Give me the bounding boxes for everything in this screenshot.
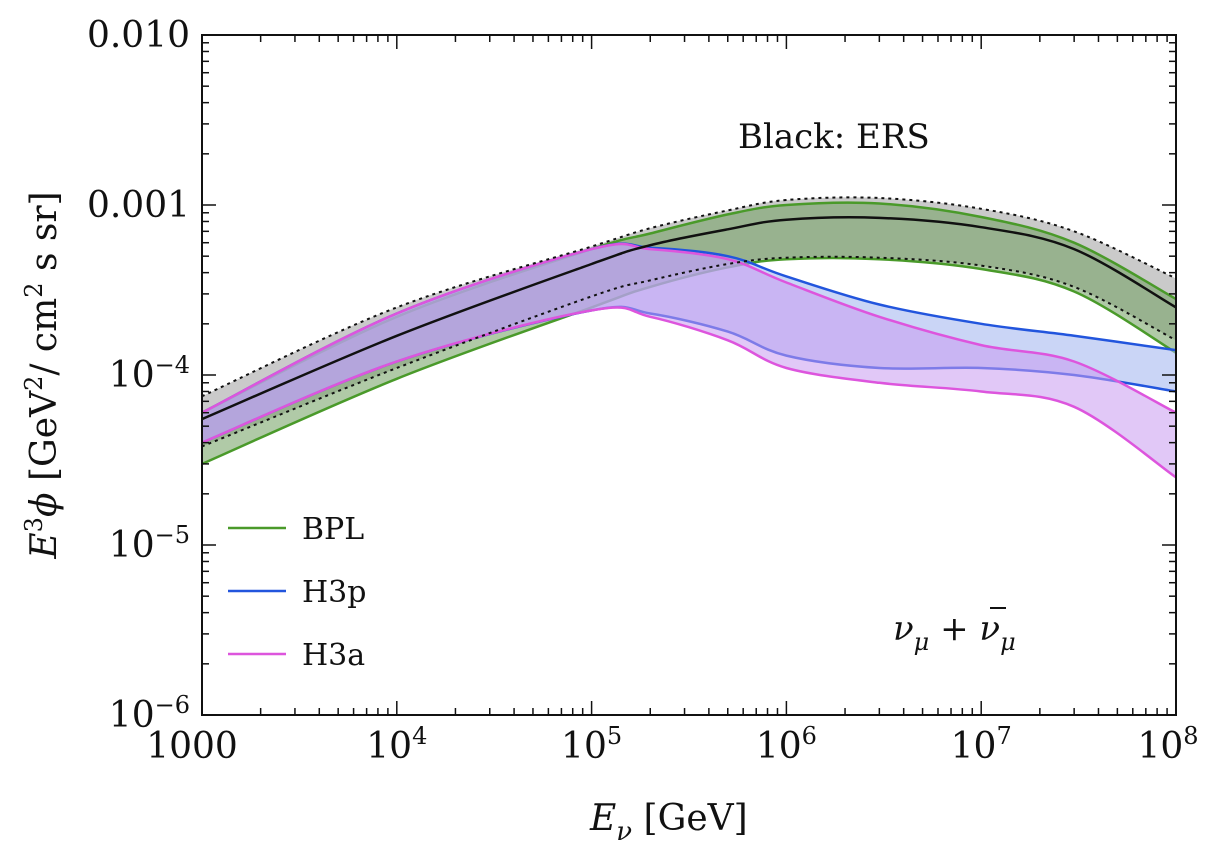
flux-bands: [202, 196, 1176, 479]
ers-upper-dotted-line: [202, 196, 1176, 398]
legend: BPL H3p H3a: [228, 512, 366, 673]
tick-labels: 1000 104 105 106 107 108 10−6 10−5 10−4 0.001 0.01…: [87, 15, 1199, 767]
y-tick-label: 10−4: [109, 351, 190, 396]
ers-lower-dotted-line: [202, 255, 1176, 448]
x-tick-label: 105: [561, 722, 622, 767]
legend-label-h3p: H3p: [302, 575, 366, 610]
h3a-upper-line: [202, 242, 1176, 414]
y-axis-title: E3ϕ [GeV2/ cm2 s sr]: [20, 191, 65, 559]
x-axis-title: Eν [GeV]: [589, 798, 748, 842]
h3a-lower-line: [202, 306, 1176, 479]
x-tick-label: 106: [756, 722, 817, 767]
y-tick-label: 0.010: [87, 15, 190, 56]
x-tick-label: 104: [366, 722, 427, 767]
axis-ticks: [201, 35, 1176, 716]
ers-note: Black: ERS: [738, 117, 930, 157]
x-tick-label: 108: [1137, 722, 1198, 767]
h3a-band: [202, 243, 1176, 478]
x-tick-label: 107: [951, 722, 1012, 767]
ers-central-line: [202, 216, 1176, 421]
y-tick-label: 10−5: [109, 521, 190, 566]
x-tick-label: 1000: [146, 726, 238, 767]
y-tick-label: 0.001: [87, 185, 190, 226]
legend-label-h3a: H3a: [302, 638, 365, 673]
y-tick-label: 10−6: [109, 691, 190, 736]
legend-label-bpl: BPL: [302, 512, 364, 547]
flavor-label: νμ + νμ: [893, 609, 1016, 656]
